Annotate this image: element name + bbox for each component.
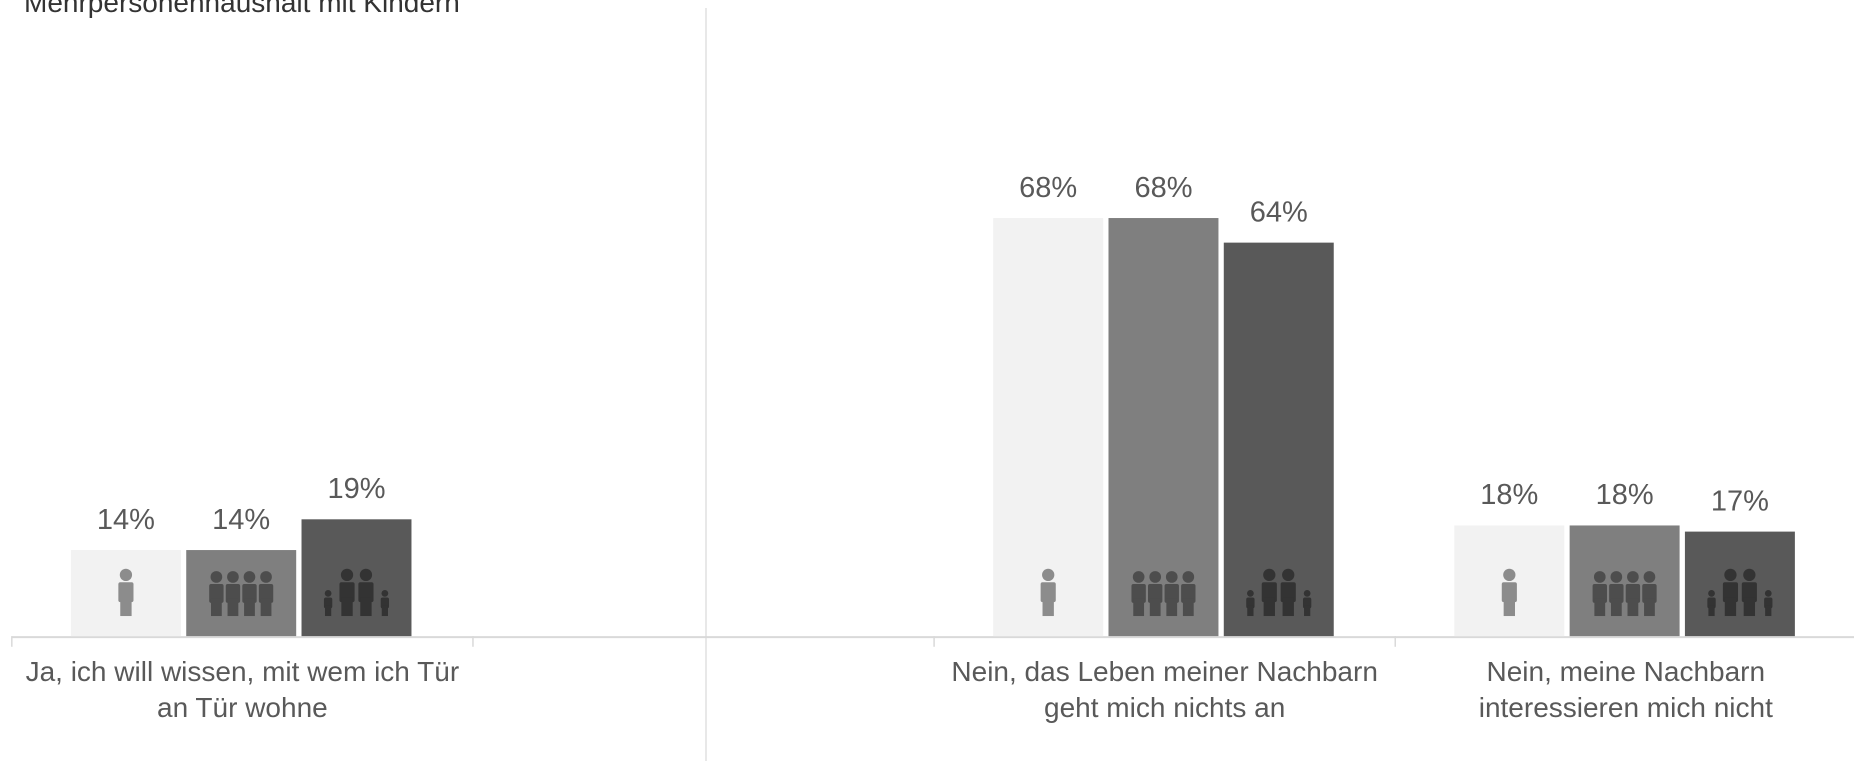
icon — [1246, 568, 1312, 617]
icon — [209, 571, 274, 617]
icon-part — [1132, 571, 1145, 583]
icon-part — [1743, 568, 1756, 582]
icon-part — [227, 598, 239, 617]
icon-part — [1042, 597, 1054, 617]
icon-part — [1610, 571, 1623, 583]
icon-part — [1627, 571, 1639, 583]
icon-part — [1644, 598, 1655, 617]
icon-part — [1594, 598, 1606, 617]
icon-part — [1724, 597, 1737, 617]
icon-part — [210, 571, 223, 583]
value-label: 17% — [1711, 485, 1769, 517]
icon — [1131, 571, 1196, 617]
icon-part — [1133, 598, 1145, 617]
icon-part — [1282, 597, 1294, 617]
icon-part — [1247, 590, 1254, 597]
bar — [993, 218, 1104, 637]
value-label: 64% — [1250, 196, 1308, 228]
icon-part — [1724, 568, 1737, 582]
icon — [323, 568, 390, 617]
bar — [1684, 531, 1795, 637]
icon-part — [120, 597, 132, 617]
icon-part — [1610, 598, 1622, 617]
icon-part — [1042, 568, 1055, 582]
icon — [1501, 568, 1517, 617]
icon — [1040, 568, 1056, 617]
x-tick-label: Nein, meine Nachbarn interessieren mich … — [1478, 656, 1773, 724]
icon — [1707, 568, 1773, 617]
icon-part — [1303, 590, 1311, 597]
icon-part — [1182, 571, 1195, 583]
icon-part — [1503, 597, 1516, 617]
x-tick-label: Nein, das Leben meiner Nachbarn geht mic… — [951, 656, 1378, 724]
icon-part — [340, 568, 354, 582]
value-label: 14% — [97, 504, 155, 536]
icon-part — [1765, 605, 1772, 617]
icon-part — [1182, 598, 1194, 617]
icon-part — [341, 597, 353, 617]
bar — [186, 550, 297, 637]
icon-part — [1282, 568, 1295, 582]
value-label: 18% — [1480, 479, 1538, 511]
bar — [1223, 242, 1334, 637]
icon-part — [381, 590, 389, 597]
icon-part — [227, 571, 239, 583]
bar — [1569, 525, 1680, 637]
icon — [118, 568, 134, 617]
icon-part — [119, 568, 133, 582]
icon-part — [1643, 571, 1656, 583]
bar — [301, 519, 412, 637]
value-label: 14% — [212, 504, 270, 536]
icon-part — [1593, 571, 1606, 583]
icon-part — [260, 571, 272, 583]
icon-part — [260, 598, 272, 617]
icon-part — [359, 568, 373, 582]
value-label: 18% — [1596, 479, 1654, 511]
icon-part — [1165, 571, 1178, 583]
icon-part — [244, 598, 255, 617]
icon-part — [1149, 598, 1161, 617]
icon-part — [1166, 598, 1178, 617]
icon-part — [1247, 605, 1254, 617]
icon-part — [1149, 571, 1162, 583]
icon-part — [381, 605, 388, 617]
icon-part — [210, 598, 222, 617]
icon-part — [324, 590, 332, 597]
icon-part — [1708, 590, 1715, 597]
icon-part — [1503, 568, 1516, 582]
icon-part — [1743, 597, 1756, 617]
value-label: 68% — [1019, 172, 1077, 204]
icon-part — [1304, 605, 1311, 617]
icon-part — [324, 605, 332, 617]
icon-part — [1764, 590, 1772, 597]
bar — [1108, 218, 1219, 637]
value-label: 68% — [1134, 172, 1192, 204]
icon-part — [1263, 568, 1276, 582]
legend-entry: Mehrpersonenhaushalt mit Kindern — [24, 0, 460, 18]
x-tick-label: Ja, ich will wissen, mit wem ich Tür an … — [25, 656, 460, 724]
icon-part — [1708, 605, 1715, 617]
icon-part — [243, 571, 256, 583]
icon-part — [1627, 598, 1639, 617]
value-label: 19% — [327, 473, 385, 505]
icon-part — [1263, 597, 1275, 617]
icon-part — [360, 597, 372, 617]
icon — [1592, 571, 1657, 617]
